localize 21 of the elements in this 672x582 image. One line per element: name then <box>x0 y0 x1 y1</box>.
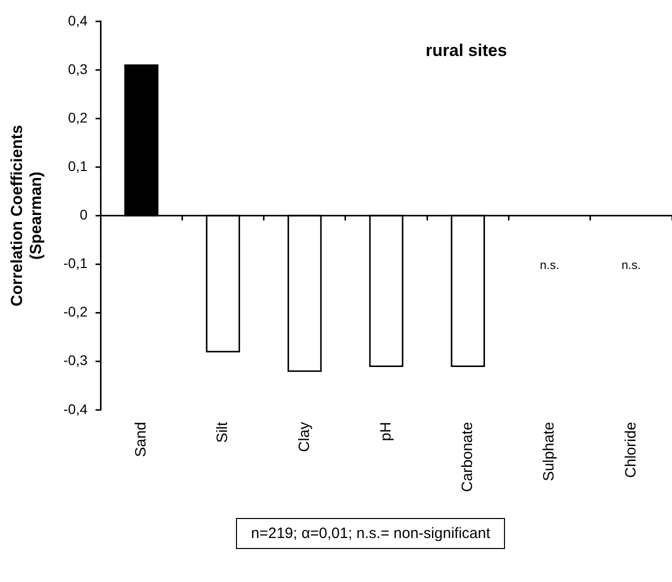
x-tick-label: Clay <box>296 421 313 452</box>
y-tick-label: 0 <box>80 206 88 223</box>
y-tick-label: 0,3 <box>68 60 88 77</box>
x-tick-label: Sulphate <box>540 422 558 482</box>
y-tick-label: -0,4 <box>63 400 88 417</box>
text: n=219; α=0,01; n.s.= non-significant <box>236 518 506 549</box>
text: rural sites <box>426 41 507 60</box>
annotation: n.s. <box>622 258 641 272</box>
y-tick-label: 0,1 <box>68 158 88 174</box>
x-tick-label: Chloride <box>622 422 640 478</box>
y-tick-label: -0,3 <box>63 352 88 368</box>
x-tick-label: Silt <box>214 421 232 443</box>
y-tick-label: -0,1 <box>63 255 88 272</box>
y-axis-title: Correlation Coefficients (Spearman) <box>9 124 46 306</box>
x-tick-label: Sand <box>132 422 150 457</box>
x-tick-label: pH <box>377 422 394 442</box>
x-tick-label: Carbonate <box>459 422 476 492</box>
y-tick-label: 0,4 <box>68 12 88 28</box>
y-tick-label: 0,2 <box>68 109 88 126</box>
y-tick-label: -0,2 <box>63 304 88 320</box>
annotation: n.s. <box>540 258 560 272</box>
